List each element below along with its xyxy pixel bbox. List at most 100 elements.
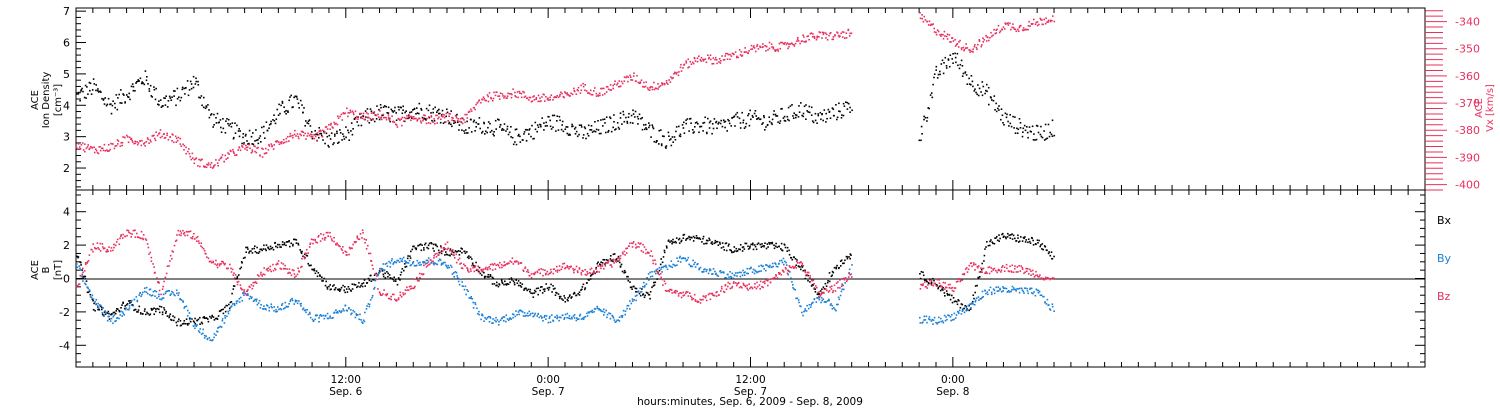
by-point [375,278,377,280]
by-point [128,304,131,307]
bx-point [951,294,953,297]
density-point [404,111,406,114]
density-point [215,122,218,124]
by-point [810,304,812,306]
density-point [923,118,925,121]
density-point [550,128,553,130]
density-point [757,117,760,119]
density-point [558,115,561,118]
by-point [332,316,334,319]
density-point [1019,122,1022,124]
velocity-point [480,101,482,104]
density-point [173,95,175,97]
bz-point [88,254,91,256]
density-point [641,128,644,131]
bx-point [542,288,545,291]
density-point [944,56,947,59]
bx-point [440,245,442,247]
by-point [642,285,644,288]
velocity-point [403,116,406,119]
velocity-point [969,49,971,52]
bz-point [472,266,474,269]
velocity-point [642,85,644,88]
top-panel-frame [75,7,1426,191]
velocity-point [535,97,538,99]
by-point [530,312,532,315]
bx-point [998,234,1000,236]
velocity-point [736,55,738,58]
velocity-point [579,92,582,94]
bx-point [956,303,959,306]
velocity-point [601,87,603,90]
velocity-point [533,99,536,101]
by-point [653,270,656,273]
by-point [395,261,398,264]
by-point [486,316,489,319]
by-point [1006,291,1009,293]
density-point [696,121,698,124]
density-point [959,63,962,66]
density-point [103,103,106,105]
velocity-point [975,46,978,49]
by-point [136,300,139,303]
velocity-point [323,131,326,133]
by-point [694,261,696,264]
bx-point [775,242,777,245]
bx-point [814,291,817,293]
by-point [644,284,646,287]
by-point [974,300,977,303]
density-point [576,135,579,138]
density-point [593,130,595,132]
velocity-point [225,158,227,160]
by-point [809,306,812,308]
bz-point [342,246,344,248]
velocity-point [233,152,235,154]
bx-point [756,243,759,246]
bz-point [394,298,396,301]
by-point [803,310,805,313]
velocity-point [510,93,512,95]
by-point [649,275,652,278]
velocity-point [134,142,137,145]
top-left-tick-label: 6 [63,37,70,50]
density-point [789,105,792,107]
velocity-point [933,27,935,30]
by-point [247,293,249,295]
bx-point [776,246,778,248]
velocity-point [311,133,313,136]
by-point [141,293,143,296]
bx-point [581,288,583,291]
by-point [84,282,86,285]
velocity-point [837,34,840,37]
by-point [296,300,298,302]
density-point [634,116,636,118]
bx-point [692,240,695,242]
by-point [940,317,942,320]
velocity-point [393,121,396,124]
velocity-point [623,80,626,82]
bz-point [545,272,547,275]
bx-point [545,283,547,285]
density-point [1006,113,1008,116]
density-point [626,120,628,123]
velocity-point [969,51,971,53]
velocity-point [712,57,715,59]
bx-point [618,261,621,264]
bx-point [259,248,261,251]
by-point [377,272,380,275]
by-point [78,265,81,267]
by-point [352,309,354,312]
bx-point [1015,240,1018,242]
bx-point [702,235,705,238]
velocity-point [531,100,534,102]
bz-point [369,252,372,255]
bx-point [804,269,806,272]
velocity-point [419,120,422,122]
bx-point [541,292,544,294]
density-point [428,104,431,107]
velocity-point [117,143,119,145]
by-point [379,267,381,270]
by-point [166,290,168,292]
by-point [576,317,578,319]
bz-point [593,270,595,272]
